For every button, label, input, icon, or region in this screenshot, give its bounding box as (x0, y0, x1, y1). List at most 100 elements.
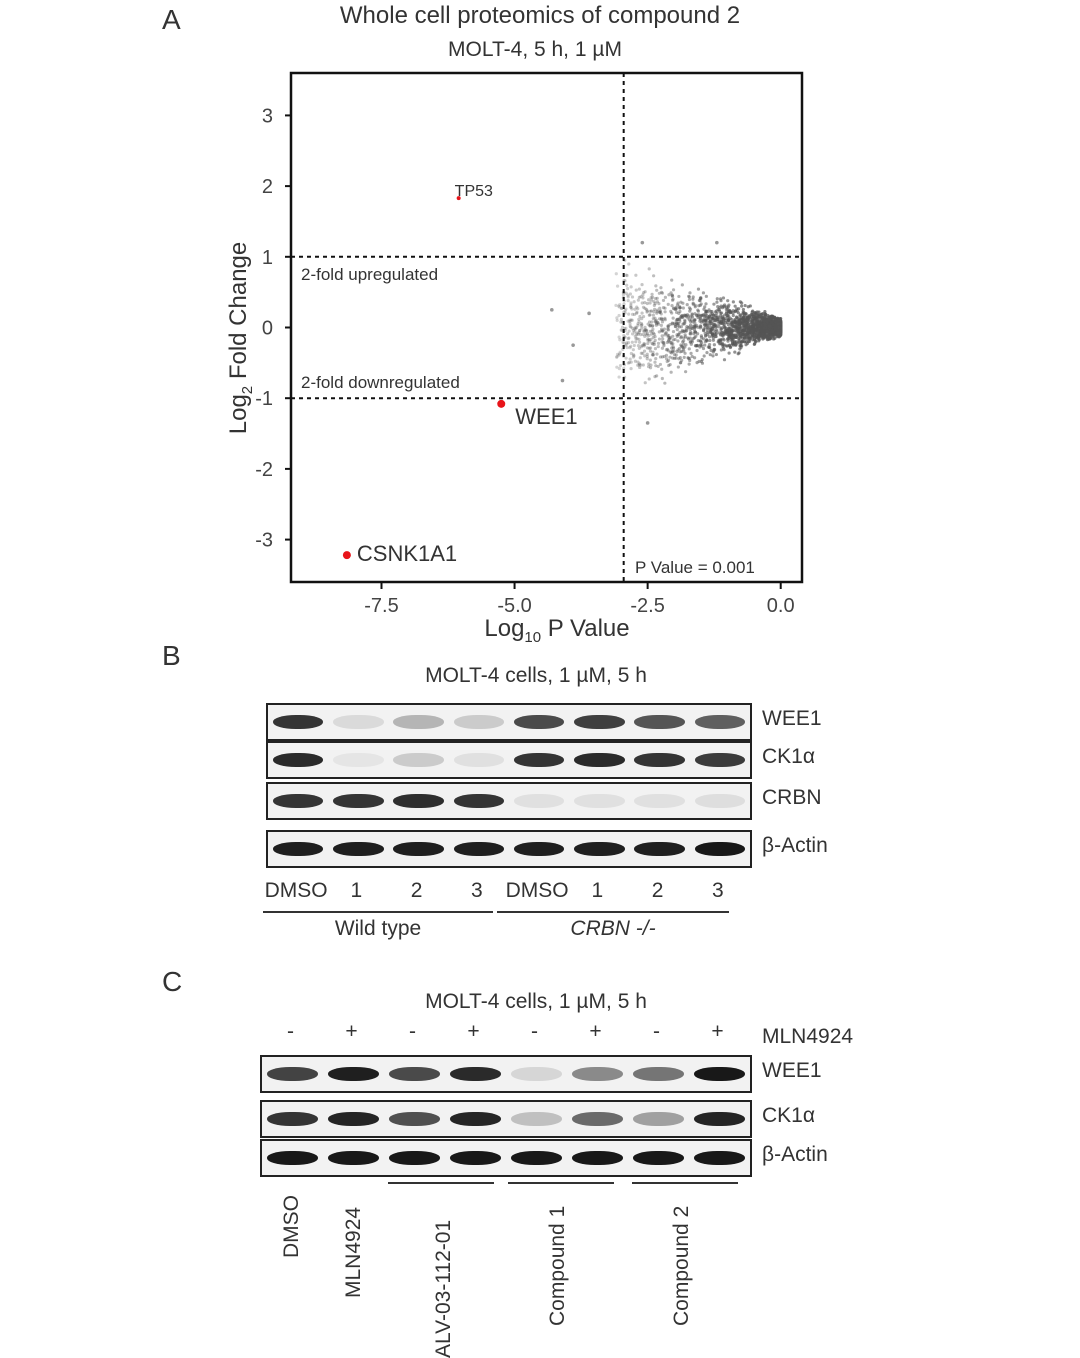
background-point (587, 311, 591, 316)
background-point (704, 338, 709, 342)
background-point (641, 296, 645, 300)
band (574, 714, 625, 730)
background-point (643, 354, 647, 358)
background-point (653, 347, 658, 351)
background-point (663, 310, 667, 314)
background-point (630, 318, 634, 322)
group-crbn-knockout: CRBN -/- (570, 917, 656, 940)
background-point (640, 311, 644, 315)
mln4924-sign: + (345, 1020, 358, 1043)
background-point (684, 343, 688, 347)
background-point (626, 287, 630, 291)
background-point (640, 326, 644, 330)
background-point (675, 317, 679, 321)
background-point (639, 321, 643, 326)
background-point (648, 346, 653, 350)
background-point (650, 320, 654, 324)
background-point (616, 304, 621, 308)
background-point (631, 328, 636, 333)
background-point (671, 342, 675, 346)
lane-label: 1 (350, 879, 363, 902)
background-point (679, 315, 683, 319)
band (333, 793, 384, 809)
y-tick-label: -1 (255, 388, 273, 410)
treatment-alv: ALV-03-112-01 (432, 1219, 455, 1358)
background-point (773, 332, 777, 336)
background-point (670, 278, 674, 282)
background-point (641, 305, 646, 309)
background-point (749, 334, 753, 338)
background-point (626, 336, 630, 341)
background-point (624, 326, 628, 330)
band (632, 1150, 685, 1166)
background-point (717, 325, 721, 329)
background-point (678, 361, 683, 365)
background-point (741, 317, 745, 321)
background-point (626, 361, 630, 365)
background-point (629, 301, 633, 305)
background-point (634, 325, 638, 329)
background-point (744, 333, 748, 337)
background-point (682, 342, 686, 346)
background-point (675, 303, 680, 307)
background-point (735, 316, 739, 320)
background-point (626, 341, 631, 345)
background-point (641, 332, 645, 337)
background-point (673, 337, 677, 342)
background-point (739, 345, 743, 349)
background-point (720, 330, 724, 334)
mln4924-sign: - (287, 1020, 294, 1043)
background-point (650, 292, 654, 296)
treatment-compound1: Compound 1 (546, 1205, 569, 1326)
background-point (660, 376, 664, 381)
background-point (640, 240, 645, 245)
background-point (672, 356, 677, 360)
background-point (643, 381, 647, 385)
background-point (638, 362, 642, 366)
band (693, 1150, 746, 1166)
panel-c-letter: C (162, 966, 183, 997)
background-point (702, 307, 706, 311)
background-point (629, 344, 633, 348)
background-point (639, 351, 643, 355)
background-point (671, 316, 675, 320)
mln4924-row-label: MLN4924 (762, 1025, 854, 1048)
background-point (694, 334, 698, 338)
background-point (635, 311, 639, 315)
background-point (658, 310, 662, 314)
background-point (627, 360, 631, 365)
background-point (636, 307, 640, 311)
background-point (644, 332, 648, 336)
background-point (625, 345, 629, 350)
point-label-csnk1a1: CSNK1A1 (357, 541, 457, 566)
background-point (658, 309, 663, 313)
background-point (687, 362, 691, 366)
background-point (722, 343, 727, 347)
background-point (765, 319, 769, 323)
background-point (677, 325, 681, 329)
background-point (631, 348, 635, 352)
background-point (625, 283, 629, 287)
background-point (680, 283, 684, 287)
y-axis-label: Log2 Fold Change (225, 242, 256, 434)
background-point (631, 353, 636, 357)
background-point (645, 309, 649, 313)
background-point (675, 350, 679, 354)
background-point (703, 343, 707, 347)
background-point (703, 323, 707, 327)
background-point (711, 316, 715, 321)
band (333, 841, 384, 857)
background-point (744, 311, 748, 316)
background-point (634, 273, 638, 277)
background-point (617, 352, 622, 356)
treatment-dmso: DMSO (280, 1195, 303, 1258)
background-point (776, 331, 780, 335)
blot-row-2 (266, 782, 752, 820)
background-point (647, 377, 651, 381)
background-point (643, 334, 647, 338)
background-point (647, 267, 651, 271)
background-point (624, 356, 628, 360)
background-point (630, 307, 634, 311)
background-point (675, 333, 679, 337)
background-point (699, 343, 703, 347)
